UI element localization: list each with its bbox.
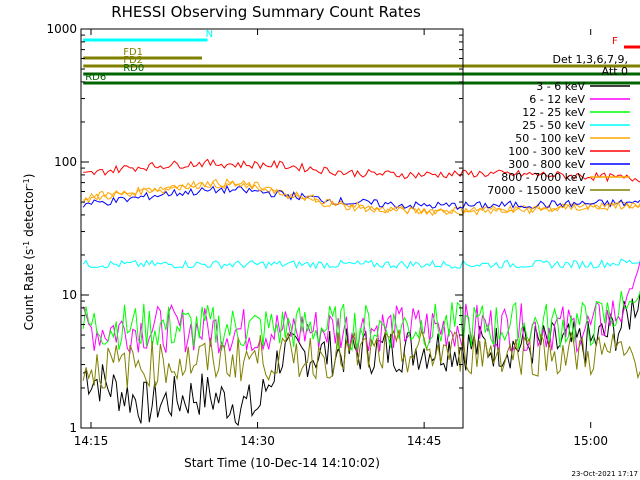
x-tick-label-1: 14:30 bbox=[240, 434, 275, 448]
legend-entry-0: 3 - 6 keV bbox=[536, 80, 585, 93]
series-line-6 bbox=[82, 184, 640, 210]
y-tick-label-3: 1000 bbox=[46, 22, 77, 36]
flag-label-fd2: FD2 bbox=[123, 55, 143, 66]
y-tick-label-0: 1 bbox=[69, 421, 77, 435]
legend-entry-2: 12 - 25 keV bbox=[522, 106, 585, 119]
y-tick-label-2: 100 bbox=[54, 155, 77, 169]
x-tick-label-2: 14:45 bbox=[407, 434, 442, 448]
series-line-7 bbox=[83, 180, 640, 217]
flag-label-f: F bbox=[612, 36, 618, 47]
y-axis-label-sup1: -1 bbox=[22, 241, 31, 249]
x-tick-label-0: 14:15 bbox=[74, 434, 109, 448]
y-axis-label: Count Rate (s-1 detector-1) bbox=[22, 174, 37, 331]
plot-axes bbox=[80, 28, 464, 429]
legend-entry-3: 25 - 50 keV bbox=[522, 119, 585, 132]
plot-frame bbox=[80, 28, 464, 429]
flag-label-rd0: RD0 bbox=[123, 63, 144, 74]
series-line-8 bbox=[82, 329, 640, 389]
footer-date: 23-Oct-2021 17:17 bbox=[572, 470, 638, 478]
series-line-0 bbox=[82, 289, 640, 427]
legend-entry-8: 7000 - 15000 keV bbox=[487, 184, 585, 197]
y-tick-label-1: 10 bbox=[62, 288, 77, 302]
chart-title: RHESSI Observing Summary Count Rates bbox=[111, 3, 421, 21]
flag-label-fd1: FD1 bbox=[123, 47, 143, 58]
flag-label-n: N bbox=[206, 29, 213, 40]
legend-entry-1: 6 - 12 keV bbox=[529, 93, 585, 106]
y-axis-ticks: 1 10 100 1000 bbox=[46, 22, 463, 435]
series-lines bbox=[82, 158, 640, 427]
flag-label-rd6: RD6 bbox=[85, 72, 106, 83]
series-line-3 bbox=[82, 258, 640, 270]
legend-entry-7: 800 - 7000 keV bbox=[501, 171, 585, 184]
legend-header-1: Att 0 bbox=[602, 65, 628, 78]
y-axis-label-mid: detector bbox=[22, 186, 36, 241]
series-line-4 bbox=[82, 178, 640, 216]
x-axis-label: Start Time (10-Dec-14 14:10:02) bbox=[184, 456, 380, 470]
series-line-5 bbox=[83, 158, 640, 183]
x-tick-label-3: 15:00 bbox=[573, 434, 608, 448]
y-axis-label-end: ) bbox=[22, 174, 36, 179]
legend-entry-6: 300 - 800 keV bbox=[508, 158, 585, 171]
y-axis-label-main: Count Rate (s bbox=[22, 249, 36, 331]
legend-entry-5: 100 - 300 keV bbox=[508, 145, 585, 158]
series-line-2 bbox=[82, 290, 640, 352]
legend-entry-4: 50 - 100 keV bbox=[515, 132, 585, 145]
legend-header-0: Det 1,3,6,7,9, bbox=[552, 53, 628, 66]
y-axis-label-sup2: -1 bbox=[22, 178, 31, 186]
